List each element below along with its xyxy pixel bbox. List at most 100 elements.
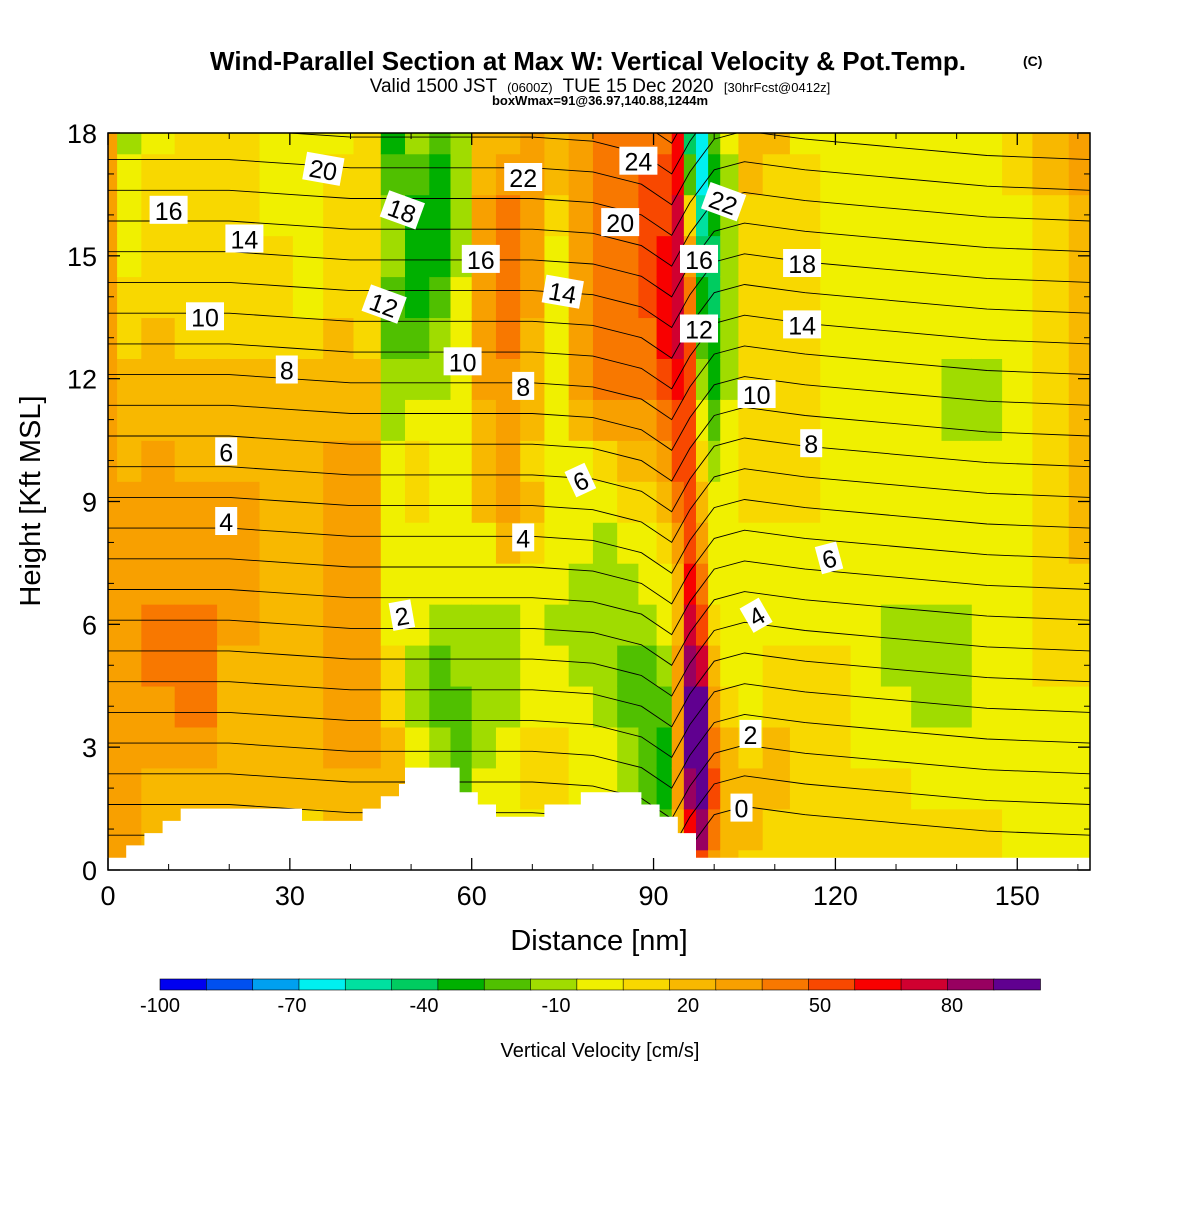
heatmap-cell	[1032, 133, 1070, 155]
heatmap-cell	[695, 399, 709, 441]
heatmap-cell	[544, 685, 570, 728]
heatmap-cell	[695, 358, 709, 400]
heatmap-cell	[353, 726, 382, 769]
heatmap-cell	[695, 767, 709, 810]
heatmap-cell	[762, 481, 791, 523]
box-wmax-info: boxWmax=91@36.97,140.88,1244m	[492, 93, 708, 108]
heatmap-cell	[174, 562, 218, 605]
heatmap-cell	[941, 276, 973, 319]
heatmap-cell	[471, 644, 497, 687]
heatmap-cell	[617, 562, 640, 605]
heatmap-cell	[174, 399, 218, 441]
heatmap-cell	[174, 481, 218, 523]
heatmap-cell	[495, 440, 521, 482]
heatmap-cell	[1002, 153, 1034, 196]
heatmap-cell	[544, 767, 570, 810]
heatmap-cell	[405, 644, 431, 687]
heatmap-cell	[720, 562, 740, 605]
heatmap-cell	[117, 521, 143, 564]
heatmap-cell	[1002, 481, 1034, 523]
heatmap-cell	[720, 726, 740, 769]
heatmap-cell	[971, 481, 1003, 523]
heatmap-cell	[720, 317, 740, 359]
contour-label-text: 4	[219, 509, 233, 537]
heatmap-cell	[656, 521, 673, 564]
heatmap-cell	[429, 685, 452, 728]
heatmap-cell	[695, 685, 709, 728]
heatmap-cell	[683, 767, 697, 810]
heatmap-cell	[1002, 521, 1034, 564]
heatmap-cell	[708, 276, 722, 319]
heatmap-cell	[292, 133, 324, 155]
heatmap-cell	[911, 317, 943, 359]
heatmap-cell	[544, 603, 570, 646]
heatmap-cell	[708, 399, 722, 441]
heatmap-cell	[695, 644, 709, 687]
y-tick-label: 15	[67, 242, 97, 272]
heatmap-cell	[592, 644, 618, 687]
heatmap-cell	[323, 399, 355, 441]
x-tick-label: 60	[457, 881, 487, 911]
heatmap-cell	[405, 481, 431, 523]
heatmap-cell	[259, 276, 294, 319]
heatmap-cell	[353, 317, 382, 359]
y-tick-label: 9	[82, 488, 97, 518]
theta-contour-line	[108, 499, 1090, 574]
colorbar-swatch	[344, 978, 393, 991]
contour-label-bg	[388, 599, 416, 631]
heatmap-cell	[495, 562, 521, 605]
heatmap-cell	[820, 235, 852, 278]
heatmap-cell	[617, 235, 640, 278]
contour-label-text: 2	[744, 722, 758, 750]
contour-label-bg	[379, 190, 425, 230]
heatmap-cell	[429, 521, 452, 564]
heatmap-cell	[174, 767, 218, 810]
heatmap-cell	[429, 235, 452, 278]
contour-label: 12	[361, 284, 407, 324]
heatmap-cell	[568, 726, 594, 769]
heatmap-cell	[695, 603, 709, 646]
contour-label-bg	[619, 146, 658, 175]
heatmap-cell	[495, 399, 521, 441]
heatmap-cell	[617, 440, 640, 482]
heatmap-cell	[117, 153, 143, 196]
heatmap-cell	[471, 440, 497, 482]
contour-label: 6	[215, 437, 238, 467]
heatmap-cell	[708, 358, 722, 400]
contour-label-text: 6	[219, 439, 233, 467]
heatmap-cell	[592, 153, 618, 196]
contour-label-text: 10	[449, 349, 477, 377]
heatmap-cell	[656, 235, 673, 278]
heatmap-cell	[708, 481, 722, 523]
heatmap-cell	[495, 235, 521, 278]
heatmap-cell	[850, 726, 882, 769]
heatmap-cell	[544, 644, 570, 687]
heatmap-cell	[592, 521, 618, 564]
heatmap-cell	[117, 481, 143, 523]
heatmap-cell	[971, 644, 1003, 687]
heatmap-cell	[380, 358, 406, 400]
forecast-run: [30hrFcst@0412z]	[724, 80, 830, 95]
contour-label-bg	[361, 284, 407, 324]
terrain-mask	[108, 767, 1090, 870]
heatmap-cell	[353, 644, 382, 687]
heatmap-cell	[708, 726, 722, 769]
heatmap-cell	[695, 726, 709, 769]
heatmap-cell	[656, 133, 673, 155]
heatmap-cell	[683, 440, 697, 482]
heatmap-cell	[638, 521, 658, 564]
heatmap-cell	[141, 358, 176, 400]
heatmap-cell	[638, 235, 658, 278]
heatmap-cell	[683, 276, 697, 319]
heatmap-cell	[471, 399, 497, 441]
contour-label-bg	[149, 195, 188, 224]
heatmap-cell	[683, 153, 697, 196]
heatmap-cell	[880, 440, 912, 482]
heatmap-cell	[850, 685, 882, 728]
heatmap-cell	[850, 440, 882, 482]
contour-label-text: 10	[191, 304, 219, 332]
heatmap-cell	[1002, 276, 1034, 319]
heatmap-cell	[880, 153, 912, 196]
heatmap-cell	[720, 603, 740, 646]
valid-time: Valid 1500 JST	[370, 76, 498, 97]
